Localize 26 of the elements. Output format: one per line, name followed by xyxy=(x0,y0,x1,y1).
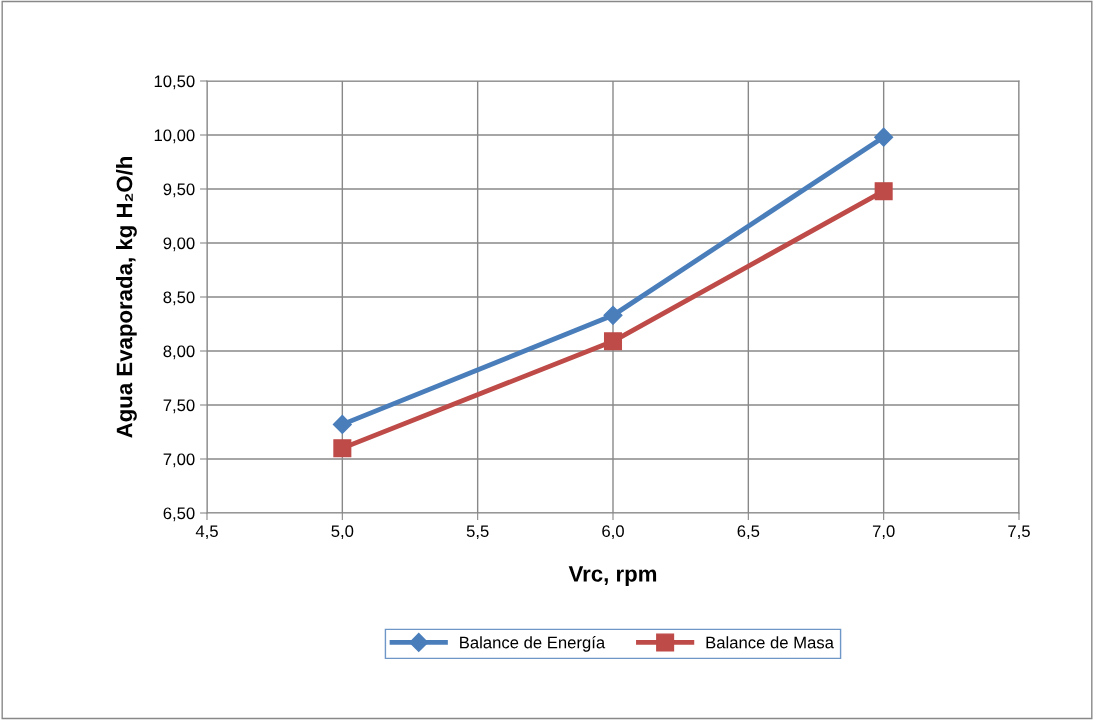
x-tick-label: 7,0 xyxy=(872,525,895,540)
x-tick-label: 6,5 xyxy=(737,525,760,540)
y-tick-label: 9,00 xyxy=(163,237,195,252)
x-tick-label: 5,5 xyxy=(466,525,489,540)
y-tick-label: 8,00 xyxy=(163,345,195,360)
y-tick-label: 6,50 xyxy=(163,507,195,522)
x-tick-label: 4,5 xyxy=(195,525,218,540)
point xyxy=(332,414,352,434)
x-axis-title: Vrc, rpm xyxy=(568,566,657,587)
y-tick-label: 7,00 xyxy=(163,453,195,468)
x-tick-label: 6,0 xyxy=(602,525,624,540)
y-tick-label: 10,00 xyxy=(154,129,195,144)
point xyxy=(333,439,352,458)
point xyxy=(603,305,623,325)
legend-label: Balance de Energía xyxy=(460,636,606,652)
x-tick-label: 5,0 xyxy=(331,525,354,540)
y-tick-label: 7,50 xyxy=(163,399,195,414)
y-axis-title: Agua Evaporada, kg H₂O/h xyxy=(116,156,137,438)
point xyxy=(874,127,894,147)
legend-label: Balance de Masa xyxy=(706,636,834,649)
x-tick-label: 7,5 xyxy=(1008,525,1030,540)
point xyxy=(603,332,623,351)
point xyxy=(874,182,893,201)
y-tick-label: 9,50 xyxy=(163,183,195,198)
y-tick-label: 10,50 xyxy=(154,75,195,90)
y-tick-label: 8,50 xyxy=(163,291,195,306)
